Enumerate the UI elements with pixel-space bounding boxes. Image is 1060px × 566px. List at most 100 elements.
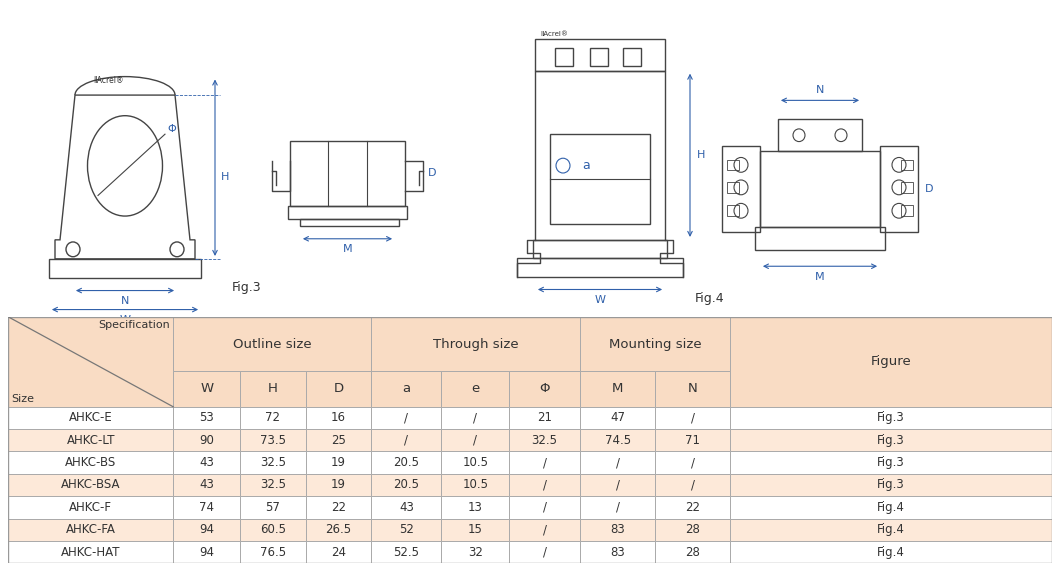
- Bar: [509, 518, 580, 541]
- Text: 20.5: 20.5: [393, 478, 420, 491]
- Text: 83: 83: [611, 546, 625, 559]
- Text: M: M: [342, 244, 352, 254]
- Bar: [509, 429, 580, 452]
- Text: AHKC-F: AHKC-F: [69, 501, 112, 514]
- Bar: [730, 496, 1052, 518]
- Text: 32.5: 32.5: [532, 434, 558, 447]
- Bar: [730, 407, 1052, 429]
- Bar: [371, 474, 441, 496]
- Text: 74: 74: [199, 501, 214, 514]
- Text: 94: 94: [199, 523, 214, 536]
- Text: ⅡAcrel®: ⅡAcrel®: [93, 75, 124, 84]
- Text: Fig.4: Fig.4: [877, 523, 905, 536]
- Bar: [371, 317, 580, 371]
- Text: 25: 25: [331, 434, 346, 447]
- Text: 43: 43: [199, 478, 214, 491]
- Text: 24: 24: [331, 546, 347, 559]
- Bar: [535, 39, 665, 71]
- Text: 83: 83: [611, 523, 625, 536]
- Bar: [240, 474, 305, 496]
- Text: 22: 22: [685, 501, 701, 514]
- Bar: [8, 407, 173, 429]
- Text: 76.5: 76.5: [260, 546, 286, 559]
- Bar: [590, 48, 608, 66]
- Bar: [535, 71, 665, 240]
- Text: W: W: [595, 295, 605, 305]
- Text: 57: 57: [265, 501, 280, 514]
- Text: W: W: [120, 315, 130, 325]
- Bar: [173, 429, 240, 452]
- Bar: [730, 452, 1052, 474]
- Text: /: /: [543, 523, 547, 536]
- Bar: [623, 48, 641, 66]
- Bar: [441, 474, 509, 496]
- Text: /: /: [543, 501, 547, 514]
- Bar: [441, 371, 509, 407]
- Bar: [240, 371, 305, 407]
- Bar: [8, 518, 173, 541]
- Bar: [509, 407, 580, 429]
- Bar: [727, 182, 739, 192]
- Bar: [441, 518, 509, 541]
- Text: AHKC-FA: AHKC-FA: [66, 523, 116, 536]
- Bar: [509, 474, 580, 496]
- Text: 47: 47: [611, 411, 625, 424]
- Text: 10.5: 10.5: [462, 456, 489, 469]
- Text: /: /: [473, 411, 477, 424]
- Text: Mounting size: Mounting size: [608, 337, 702, 350]
- Bar: [305, 429, 371, 452]
- Text: a: a: [403, 383, 410, 396]
- Text: 28: 28: [685, 523, 701, 536]
- Bar: [173, 541, 240, 563]
- Bar: [240, 496, 305, 518]
- Bar: [580, 541, 655, 563]
- Text: H: H: [697, 151, 705, 160]
- Bar: [727, 205, 739, 216]
- Bar: [371, 407, 441, 429]
- Text: /: /: [405, 434, 408, 447]
- Bar: [730, 541, 1052, 563]
- Bar: [655, 541, 730, 563]
- Text: 43: 43: [399, 501, 413, 514]
- Bar: [173, 371, 240, 407]
- Text: Fig.3: Fig.3: [877, 411, 905, 424]
- Text: 22: 22: [331, 501, 347, 514]
- Text: N: N: [121, 296, 129, 306]
- Bar: [371, 496, 441, 518]
- Bar: [760, 151, 880, 227]
- Bar: [580, 371, 655, 407]
- Text: 32.5: 32.5: [260, 456, 286, 469]
- Bar: [441, 496, 509, 518]
- Bar: [533, 240, 667, 258]
- Bar: [550, 134, 650, 224]
- Bar: [8, 452, 173, 474]
- Text: AHKC-BSA: AHKC-BSA: [61, 478, 121, 491]
- Bar: [655, 496, 730, 518]
- Bar: [441, 429, 509, 452]
- Bar: [173, 518, 240, 541]
- Bar: [8, 317, 173, 407]
- Bar: [901, 182, 913, 192]
- Text: D: D: [428, 168, 437, 178]
- Text: a: a: [582, 159, 589, 172]
- Text: /: /: [405, 411, 408, 424]
- Text: 53: 53: [199, 411, 214, 424]
- Bar: [240, 518, 305, 541]
- Bar: [49, 259, 201, 278]
- Bar: [305, 407, 371, 429]
- Text: 52: 52: [399, 523, 413, 536]
- Text: Fig.3: Fig.3: [877, 434, 905, 447]
- Text: 26.5: 26.5: [325, 523, 352, 536]
- Bar: [371, 429, 441, 452]
- Text: 74.5: 74.5: [604, 434, 631, 447]
- Bar: [371, 541, 441, 563]
- Text: D: D: [925, 184, 934, 194]
- Text: 32: 32: [467, 546, 482, 559]
- Bar: [580, 429, 655, 452]
- Bar: [300, 218, 399, 226]
- Text: M: M: [612, 383, 623, 396]
- Text: Size: Size: [12, 394, 35, 404]
- Bar: [901, 205, 913, 216]
- Bar: [305, 541, 371, 563]
- Text: 19: 19: [331, 456, 347, 469]
